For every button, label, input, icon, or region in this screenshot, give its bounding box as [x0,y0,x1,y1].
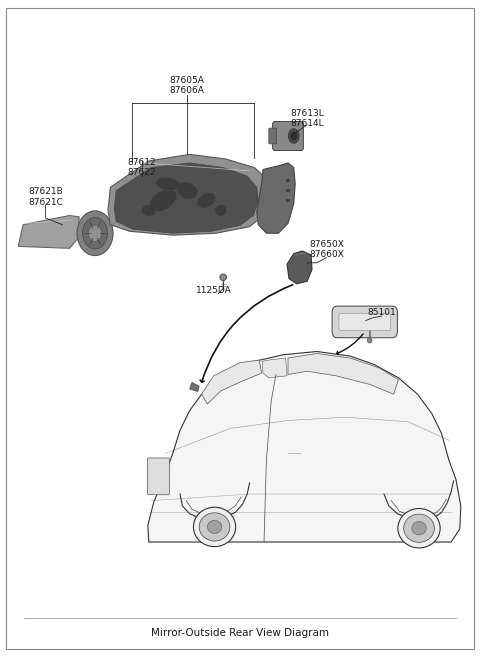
Polygon shape [262,358,287,378]
Ellipse shape [77,211,113,256]
Ellipse shape [193,507,236,547]
Text: Mirror-Outside Rear View Diagram: Mirror-Outside Rear View Diagram [151,628,329,639]
Polygon shape [108,154,269,235]
Ellipse shape [215,204,227,216]
Ellipse shape [83,217,108,249]
Text: 1125DA: 1125DA [196,286,231,295]
Ellipse shape [288,129,299,143]
Ellipse shape [398,509,440,548]
Ellipse shape [149,189,177,212]
Text: 87612
87622: 87612 87622 [127,158,156,177]
Ellipse shape [207,520,222,533]
Ellipse shape [367,338,372,343]
Polygon shape [190,382,199,392]
Ellipse shape [142,204,156,216]
Polygon shape [288,353,398,394]
FancyBboxPatch shape [147,458,169,495]
FancyBboxPatch shape [273,122,303,150]
Ellipse shape [156,177,180,191]
Ellipse shape [220,274,227,281]
Ellipse shape [177,182,198,199]
Ellipse shape [286,199,290,202]
Text: 87650X
87660X: 87650X 87660X [309,240,344,260]
FancyBboxPatch shape [339,313,391,330]
Text: 85101: 85101 [367,307,396,317]
FancyBboxPatch shape [332,306,397,338]
Polygon shape [202,360,262,404]
Polygon shape [257,163,295,233]
Ellipse shape [286,179,290,182]
Ellipse shape [199,512,230,541]
Ellipse shape [404,514,434,543]
Polygon shape [148,351,461,542]
Text: 87613L
87614L: 87613L 87614L [290,108,324,128]
Ellipse shape [197,193,216,208]
FancyBboxPatch shape [269,128,276,144]
Ellipse shape [286,189,290,192]
Ellipse shape [412,522,426,535]
Polygon shape [287,251,312,284]
Polygon shape [114,163,258,233]
Text: 87605A
87606A: 87605A 87606A [170,76,204,95]
Ellipse shape [290,132,297,141]
Ellipse shape [88,225,102,242]
Text: 87621B
87621C: 87621B 87621C [28,187,63,207]
Polygon shape [18,215,79,248]
